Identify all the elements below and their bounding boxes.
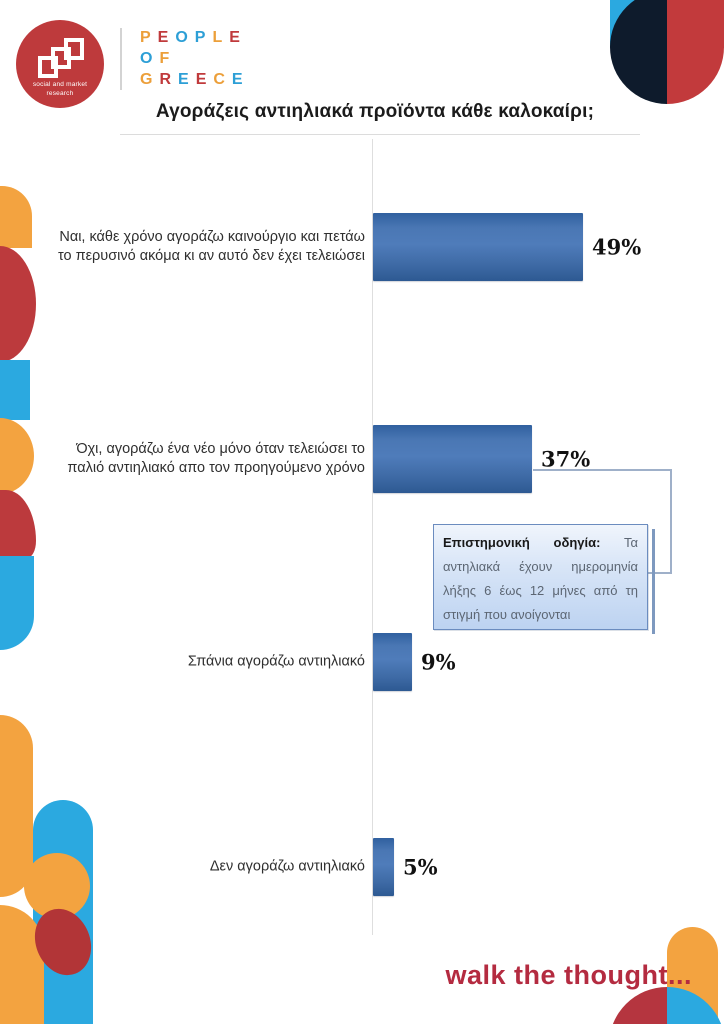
decoration-left-blue-block [0, 360, 30, 420]
science-note-callout: Επιστημονική οδηγία: Τα αντηλιακά έχουν … [433, 524, 648, 630]
logo-subtitle: social and market research [32, 81, 88, 98]
brand-separator [120, 28, 122, 90]
bar-label: Όχι, αγοράζω ένα νέο μόνο όταν τελειώσει… [67, 441, 365, 476]
wordmark-letter: P [194, 29, 213, 46]
bar [373, 633, 412, 691]
wordmark-line: OF [140, 48, 250, 69]
chart-title: Αγοράζεις αντιηλιακά προϊόντα κάθε καλοκ… [155, 101, 595, 122]
decoration-bottomleft-blue-column [33, 800, 93, 1024]
decoration-bottomleft-orange-pill [0, 715, 33, 897]
bar [373, 425, 532, 493]
callout-accent-line [652, 529, 655, 634]
wordmark-letter: O [175, 29, 195, 46]
bar-label: Ναι, κάθε χρόνο αγοράζω καινούργιο και π… [57, 229, 365, 264]
wordmark-letter: E [157, 29, 176, 46]
brand-wordmark: PEOPLE OF GREECE [140, 27, 250, 90]
wordmark-letter: F [159, 50, 177, 67]
wordmark-letter: E [229, 29, 247, 46]
company-logo: social and market research [16, 20, 104, 108]
chart-axis-line [372, 139, 373, 935]
decoration-left-blue-bottom [0, 556, 34, 650]
wordmark-line: PEOPLE [140, 27, 250, 48]
bar-value: 9% [421, 649, 456, 675]
bar [373, 213, 583, 281]
callout-connector-vertical [670, 469, 672, 574]
wordmark-letter: E [195, 71, 214, 88]
decoration-left-orange-top [0, 186, 32, 248]
wordmark-letter: C [213, 71, 232, 88]
bar-value: 37% [541, 446, 591, 472]
decoration-left-red-circle-2 [0, 490, 36, 558]
wordmark-letter: E [178, 71, 196, 88]
wordmark-letter: P [140, 29, 158, 46]
decoration-bottomleft-orange-corner [0, 905, 44, 1024]
decoration-topright-blue-block [610, 0, 667, 48]
wordmark-letter: R [159, 71, 179, 88]
wordmark-letter: O [140, 50, 160, 67]
callout-heading: Επιστημονική οδηγία: [443, 535, 601, 550]
wordmark-letter: E [231, 71, 250, 88]
callout-connector-horizontal-bottom [648, 572, 672, 574]
bar-value: 49% [592, 234, 642, 260]
decoration-topright-split-circle [610, 0, 724, 104]
decoration-bottomright-split-circle [609, 987, 724, 1024]
bar-value: 5% [403, 854, 438, 880]
callout-connector-horizontal-top [533, 469, 672, 471]
decoration-left-red-circle-1 [0, 246, 36, 362]
bar [373, 838, 394, 896]
bar-label: Σπάνια αγοράζω αντιηλιακό [187, 653, 365, 670]
brand-tagline: walk the thought... [445, 960, 692, 990]
wordmark-letter: L [212, 29, 230, 46]
decoration-topright-red-block [667, 0, 724, 48]
callout-body: Τα αντηλιακά έχουν ημερομηνία λήξης 6 έω… [443, 535, 638, 622]
decoration-left-orange-circle [0, 418, 34, 494]
wordmark-letter: G [140, 71, 160, 88]
bar-label: Δεν αγοράζω αντιηλιακό [209, 858, 365, 875]
decoration-bottomleft-red-ellipse [25, 900, 101, 984]
title-underline [120, 134, 640, 135]
wordmark-line: GREECE [140, 69, 250, 90]
qed-logo-icon [38, 38, 84, 80]
